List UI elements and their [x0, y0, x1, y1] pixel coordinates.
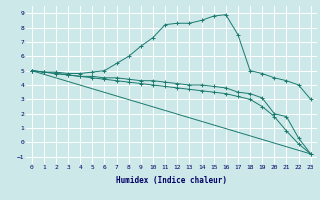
X-axis label: Humidex (Indice chaleur): Humidex (Indice chaleur) — [116, 176, 227, 185]
